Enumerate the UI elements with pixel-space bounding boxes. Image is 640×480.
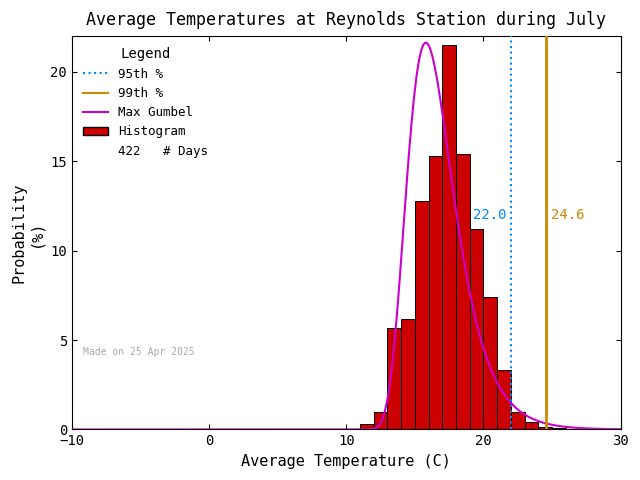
Bar [566, 429, 579, 430]
Bar [442, 45, 456, 430]
Bar [511, 411, 525, 430]
X-axis label: Average Temperature (C): Average Temperature (C) [241, 454, 451, 469]
Text: 24.6: 24.6 [550, 208, 584, 222]
Bar [538, 427, 552, 430]
Bar [387, 327, 401, 430]
Bar [497, 371, 511, 430]
Legend: 95th %, 99th %, Max Gumbel, Histogram, 422   # Days: 95th %, 99th %, Max Gumbel, Histogram, 4… [78, 42, 213, 163]
Bar [429, 156, 442, 430]
Bar [525, 422, 538, 430]
Bar [456, 154, 470, 430]
Bar [360, 424, 374, 430]
Title: Average Temperatures at Reynolds Station during July: Average Temperatures at Reynolds Station… [86, 11, 606, 29]
Text: 22.0: 22.0 [473, 208, 507, 222]
Bar [415, 201, 429, 430]
Bar [401, 319, 415, 430]
Bar [470, 229, 483, 430]
Y-axis label: Probability
(%): Probability (%) [11, 183, 44, 283]
Bar [374, 411, 387, 430]
Bar [552, 428, 566, 430]
Text: Made on 25 Apr 2025: Made on 25 Apr 2025 [83, 347, 195, 357]
Bar [483, 297, 497, 430]
